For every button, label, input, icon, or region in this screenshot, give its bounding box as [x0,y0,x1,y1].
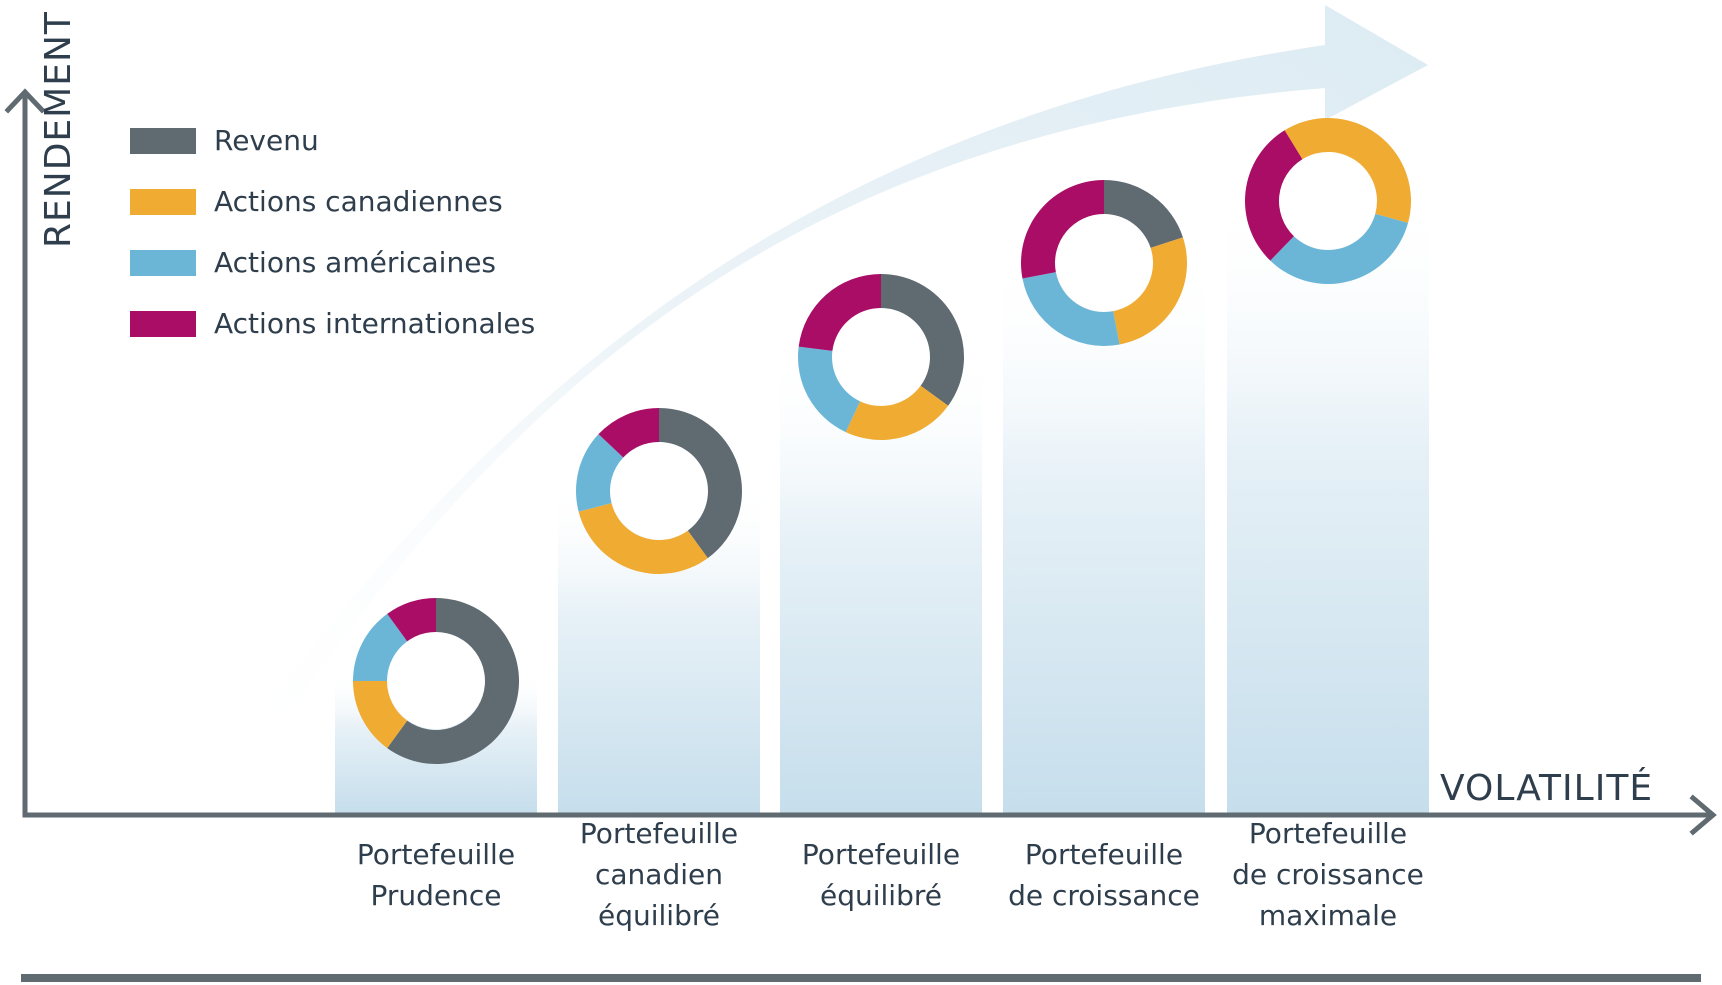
legend-label: Actions américaines [214,246,497,279]
donut-segment [1020,180,1104,279]
donut-segment [798,274,881,351]
donut-hole [1280,153,1376,249]
legend: Revenu Actions canadiennes Actions améri… [130,110,590,354]
legend-item-actions-canadiennes: Actions canadiennes [130,171,590,232]
legend-item-actions-americaines: Actions américaines [130,232,590,293]
y-axis-label: RENDEMENT [38,11,79,248]
donut-segment [1113,237,1187,345]
donut-segment [578,503,708,574]
y-axis-arrowhead [4,88,46,114]
donut-segment [353,613,408,681]
donut-hole [388,633,484,729]
donut-segment [1245,130,1303,261]
legend-swatch [130,310,196,337]
donut-charts [353,118,1411,764]
donut-chart [353,598,520,764]
donut-hole [1056,215,1152,311]
donut-segment [387,598,520,764]
donut-segment [1270,213,1409,284]
legend-label: Actions internationales [214,307,536,340]
x-axis-label: VOLATILITÉ [1440,768,1654,809]
legend-item-actions-internationales: Actions internationales [130,293,590,354]
legend-item-revenu: Revenu [130,110,590,171]
portfolio-column [1227,191,1429,813]
legend-swatch [130,249,196,276]
donut-segment [1284,118,1411,223]
donut-chart [1020,180,1187,347]
trend-arrow [220,5,1428,770]
portfolio-column [1003,253,1205,813]
donut-segment [1104,180,1183,248]
x-axis-arrowhead [1689,794,1717,836]
donut-segment [576,434,624,512]
donut-segment [598,408,659,458]
donut-segment [798,346,861,433]
legend-label: Actions canadiennes [214,185,503,218]
legend-swatch [130,188,196,215]
donut-segment [387,598,436,642]
donut-chart [576,408,742,574]
donut-segment [1022,272,1120,347]
legend-label: Revenu [214,124,319,157]
donut-hole [611,443,707,539]
axes [4,88,1717,982]
donut-hole [833,309,929,405]
donut-segment [881,274,964,406]
legend-swatch [130,127,196,154]
donut-segment [659,408,742,559]
donut-chart [1245,118,1411,284]
donut-segment [353,681,408,749]
donut-segment [845,385,949,440]
donut-chart [798,274,964,440]
